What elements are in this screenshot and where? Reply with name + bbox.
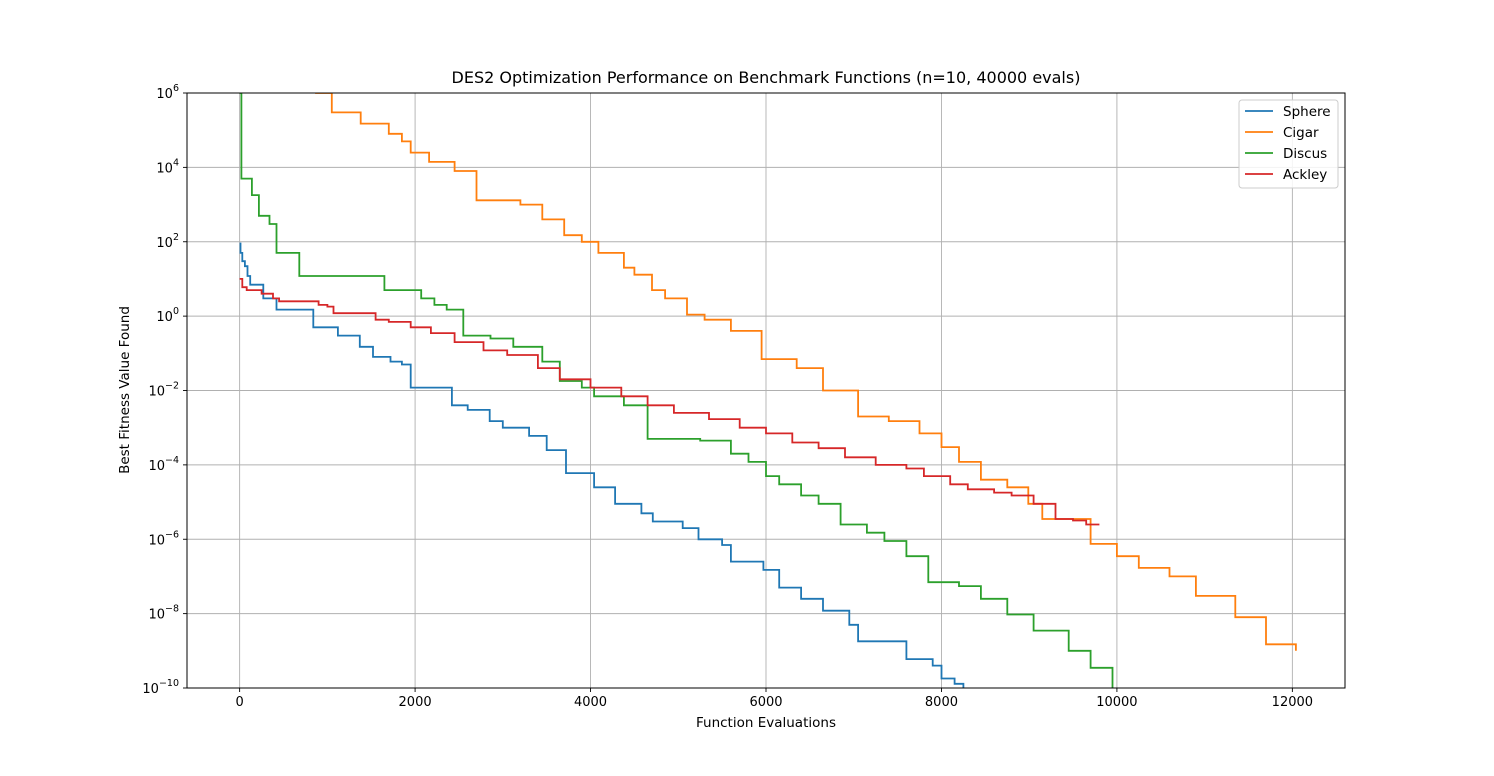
x-tick-label: 4000 — [574, 695, 607, 710]
x-tick-label: 2000 — [399, 695, 432, 710]
series-line-cigar — [315, 93, 1297, 651]
x-tick-label: 8000 — [925, 695, 958, 710]
y-tick-label: 10−2 — [148, 381, 179, 400]
y-tick-label: 10−4 — [148, 455, 179, 474]
legend-label-ackley: Ackley — [1283, 167, 1327, 183]
x-tick-label: 12000 — [1272, 695, 1313, 710]
y-tick-label: 104 — [156, 157, 179, 176]
legend-label-discus: Discus — [1283, 146, 1327, 162]
x-axis-label: Function Evaluations — [696, 715, 836, 731]
series-layer — [239, 93, 1297, 688]
legend-label-sphere: Sphere — [1283, 104, 1331, 120]
legend-frame — [1238, 99, 1339, 189]
legend-label-cigar: Cigar — [1283, 125, 1319, 141]
x-tick-label: 10000 — [1096, 695, 1137, 710]
y-tick-label: 102 — [156, 232, 179, 251]
x-tick-label: 0 — [235, 695, 243, 710]
grid-lines — [187, 93, 1345, 688]
legend: Sphere Cigar Discus Ackley — [1238, 99, 1339, 189]
chart-title: DES2 Optimization Performance on Benchma… — [452, 68, 1081, 87]
y-tick-label: 10−8 — [148, 604, 179, 623]
axis-ticks: 0 2000 4000 6000 8000 10000 12000 10−10 10−8 10−6… — [142, 83, 1313, 710]
y-tick-label: 106 — [156, 83, 179, 102]
y-tick-label: 10−10 — [142, 678, 179, 697]
series-line-discus — [239, 93, 1114, 688]
y-axis-label: Best Fitness Value Found — [117, 306, 133, 474]
y-tick-label: 10−6 — [148, 529, 179, 548]
series-line-sphere — [239, 242, 965, 688]
x-tick-label: 6000 — [749, 695, 782, 710]
series-line-ackley — [239, 278, 1100, 526]
y-tick-label: 100 — [156, 306, 179, 325]
